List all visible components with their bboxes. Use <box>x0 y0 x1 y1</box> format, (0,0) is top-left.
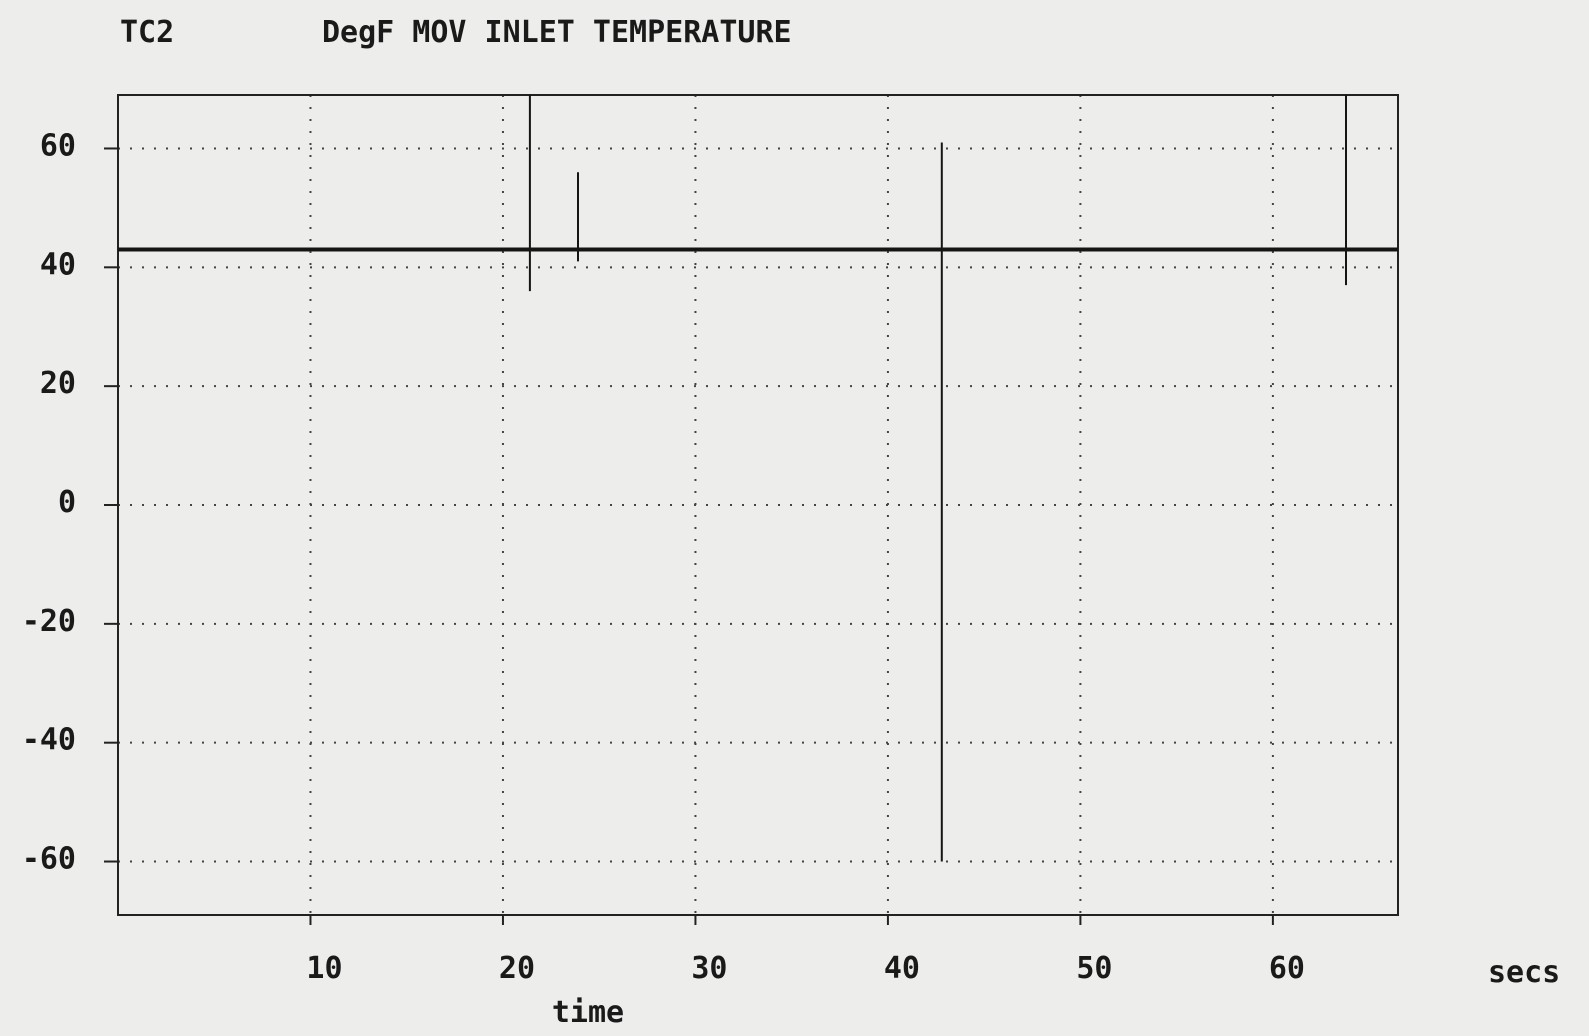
y-tick-label: -60 <box>22 842 76 877</box>
plot-frame <box>117 94 1399 916</box>
y-tick-label: -40 <box>22 723 76 758</box>
y-tick-label: 40 <box>40 247 76 282</box>
x-axis-unit: secs <box>1488 955 1560 990</box>
x-tick-label: 40 <box>884 951 920 986</box>
chart-title: DegF MOV INLET TEMPERATURE <box>322 15 792 50</box>
x-tick-label: 10 <box>306 951 342 986</box>
x-tick-label: 30 <box>691 951 727 986</box>
y-axis: 60 40 20 0 -20 -40 -60 <box>22 128 118 877</box>
y-tick-label: 60 <box>40 128 76 163</box>
y-tick-label: 0 <box>58 485 76 520</box>
grid-lines <box>118 95 1398 915</box>
channel-label: TC2 <box>120 15 174 50</box>
x-tick-label: 50 <box>1076 951 1112 986</box>
y-tick-label: 20 <box>40 366 76 401</box>
x-axis: 10 20 30 40 50 60 <box>306 915 1305 986</box>
plot-area <box>118 95 1398 862</box>
x-tick-label: 60 <box>1269 951 1305 986</box>
x-axis-label: time <box>552 995 624 1030</box>
x-tick-label: 20 <box>499 951 535 986</box>
y-tick-label: -20 <box>22 604 76 639</box>
series-line <box>118 95 1398 862</box>
